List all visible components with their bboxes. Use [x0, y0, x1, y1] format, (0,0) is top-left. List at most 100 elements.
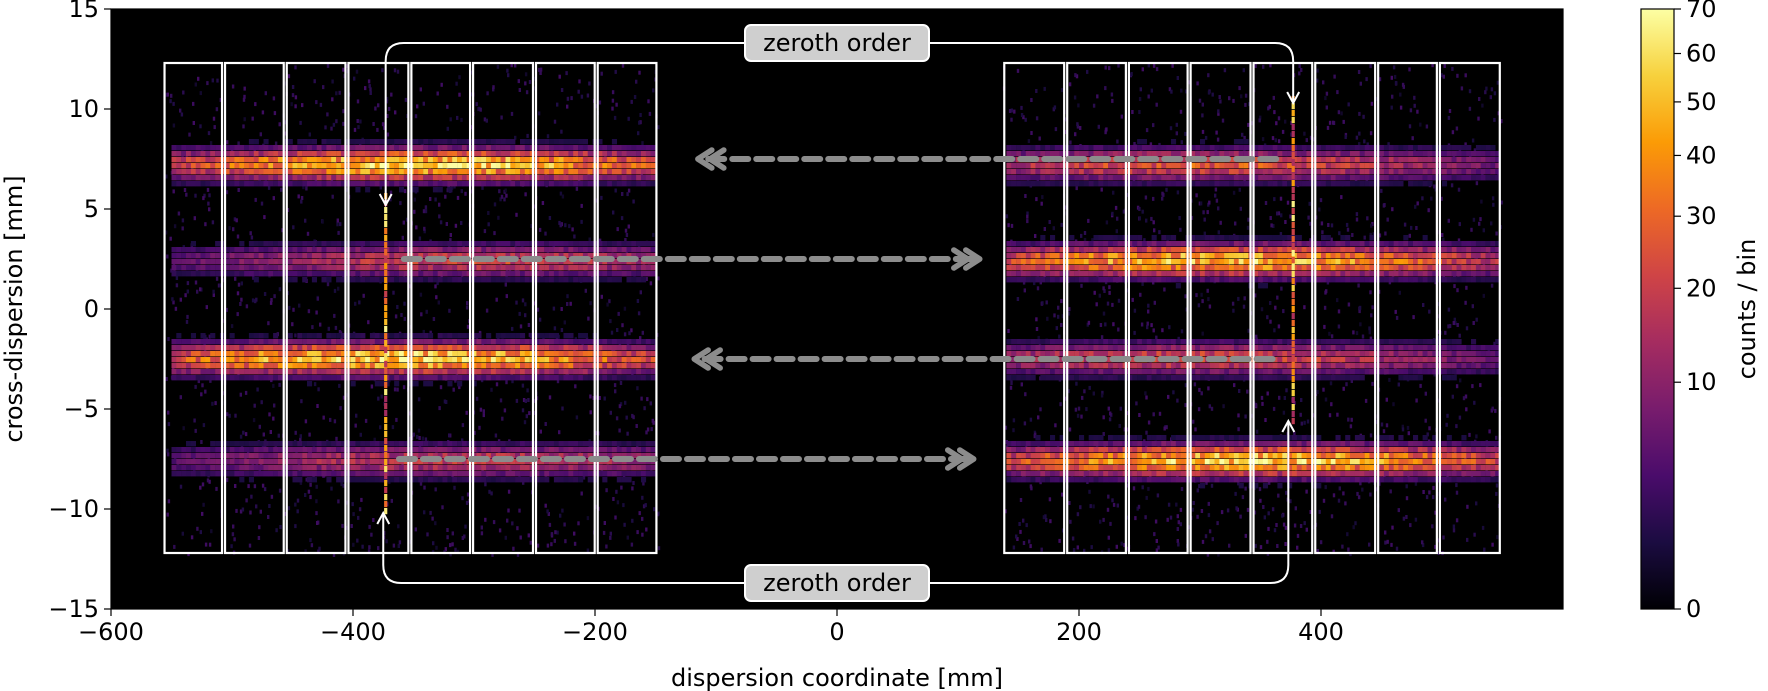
noise-bin: [1330, 237, 1333, 242]
band-bin: [563, 151, 569, 157]
noise-bin: [1277, 116, 1281, 121]
band-bin: [515, 151, 521, 157]
noise-bin: [1267, 106, 1270, 111]
noise-bin: [518, 311, 521, 316]
noise-bin: [207, 201, 210, 206]
noise-bin: [1232, 308, 1235, 313]
band-bin: [1480, 163, 1486, 169]
band-bin: [524, 241, 530, 247]
band-bin: [1011, 163, 1017, 169]
band-bin: [176, 253, 182, 259]
band-bin: [369, 181, 375, 187]
noise-bin: [1422, 303, 1425, 307]
noise-bin: [1204, 135, 1208, 140]
noise-bin: [1145, 395, 1148, 400]
noise-bin: [1440, 73, 1443, 78]
band-bin: [1074, 175, 1080, 181]
noise-bin: [1177, 520, 1180, 525]
band-bin: [432, 157, 438, 163]
noise-bin: [1266, 315, 1269, 320]
band-bin: [340, 181, 346, 187]
band-bin: [1287, 181, 1293, 187]
band-bin: [626, 271, 632, 277]
noise-bin: [1109, 411, 1112, 416]
noise-bin: [1408, 124, 1412, 129]
band-bin: [539, 157, 545, 163]
band-bin: [636, 265, 642, 271]
noise-bin: [243, 94, 246, 99]
band-bin: [389, 265, 395, 271]
band-bin: [1287, 151, 1293, 157]
band-bin: [403, 145, 409, 151]
band-bin: [1359, 169, 1365, 175]
noise-bin: [253, 403, 256, 408]
band-bin: [461, 277, 467, 283]
band-bin: [582, 157, 588, 163]
band-bin: [1045, 151, 1051, 157]
band-bin: [616, 145, 622, 151]
noise-bin: [493, 231, 496, 236]
band-bin: [1006, 181, 1012, 187]
band-bin: [365, 241, 371, 247]
noise-bin: [1108, 285, 1111, 290]
band-bin: [1016, 253, 1022, 259]
band-bin: [1277, 163, 1283, 169]
noise-bin: [239, 302, 242, 306]
band-bin: [1219, 145, 1225, 151]
noise-bin: [1054, 127, 1058, 132]
band-bin: [645, 145, 651, 151]
noise-bin: [434, 197, 437, 202]
noise-bin: [1135, 401, 1138, 406]
noise-bin: [1351, 233, 1354, 237]
noise-bin: [175, 283, 179, 288]
noise-bin: [402, 274, 406, 279]
noise-bin: [451, 542, 454, 547]
band-bin: [558, 277, 564, 283]
band-bin: [500, 181, 506, 187]
band-bin: [1359, 151, 1365, 157]
noise-bin: [1012, 428, 1015, 433]
band-bin: [582, 265, 588, 271]
band-bin: [384, 157, 390, 163]
band-bin: [597, 175, 603, 181]
band-bin: [524, 163, 530, 169]
noise-bin: [570, 96, 573, 101]
band-bin: [278, 241, 284, 247]
band-bin: [389, 277, 395, 283]
noise-bin: [296, 509, 299, 514]
noise-bin: [1060, 299, 1063, 304]
noise-bin: [1306, 419, 1310, 424]
noise-bin: [244, 432, 248, 437]
band-bin: [486, 157, 492, 163]
noise-bin: [1276, 211, 1279, 216]
band-bin: [1325, 163, 1331, 169]
noise-bin: [1282, 410, 1286, 415]
noise-bin: [336, 218, 339, 223]
band-bin: [200, 163, 206, 169]
band-bin: [1229, 145, 1235, 151]
band-bin: [432, 175, 438, 181]
band-bin: [476, 253, 482, 259]
band-bin: [442, 145, 448, 151]
noise-bin: [528, 411, 531, 416]
noise-bin: [1319, 198, 1323, 203]
noise-bin: [1357, 70, 1361, 74]
band-bin: [1035, 253, 1041, 259]
noise-bin: [432, 317, 436, 321]
band-bin: [413, 253, 419, 259]
noise-bin: [1115, 229, 1118, 234]
noise-bin: [1424, 391, 1427, 396]
band-bin: [239, 253, 245, 259]
noise-bin: [333, 419, 337, 424]
band-bin: [1350, 175, 1356, 181]
noise-bin: [639, 290, 642, 295]
noise-bin: [1176, 539, 1179, 543]
noise-bin: [1447, 324, 1450, 329]
plot-background: [111, 9, 1563, 609]
noise-bin: [294, 502, 297, 507]
noise-bin: [230, 324, 234, 329]
band-bin: [302, 181, 308, 187]
band-bin: [428, 163, 434, 169]
band-bin: [573, 157, 579, 163]
band-bin: [549, 247, 555, 253]
